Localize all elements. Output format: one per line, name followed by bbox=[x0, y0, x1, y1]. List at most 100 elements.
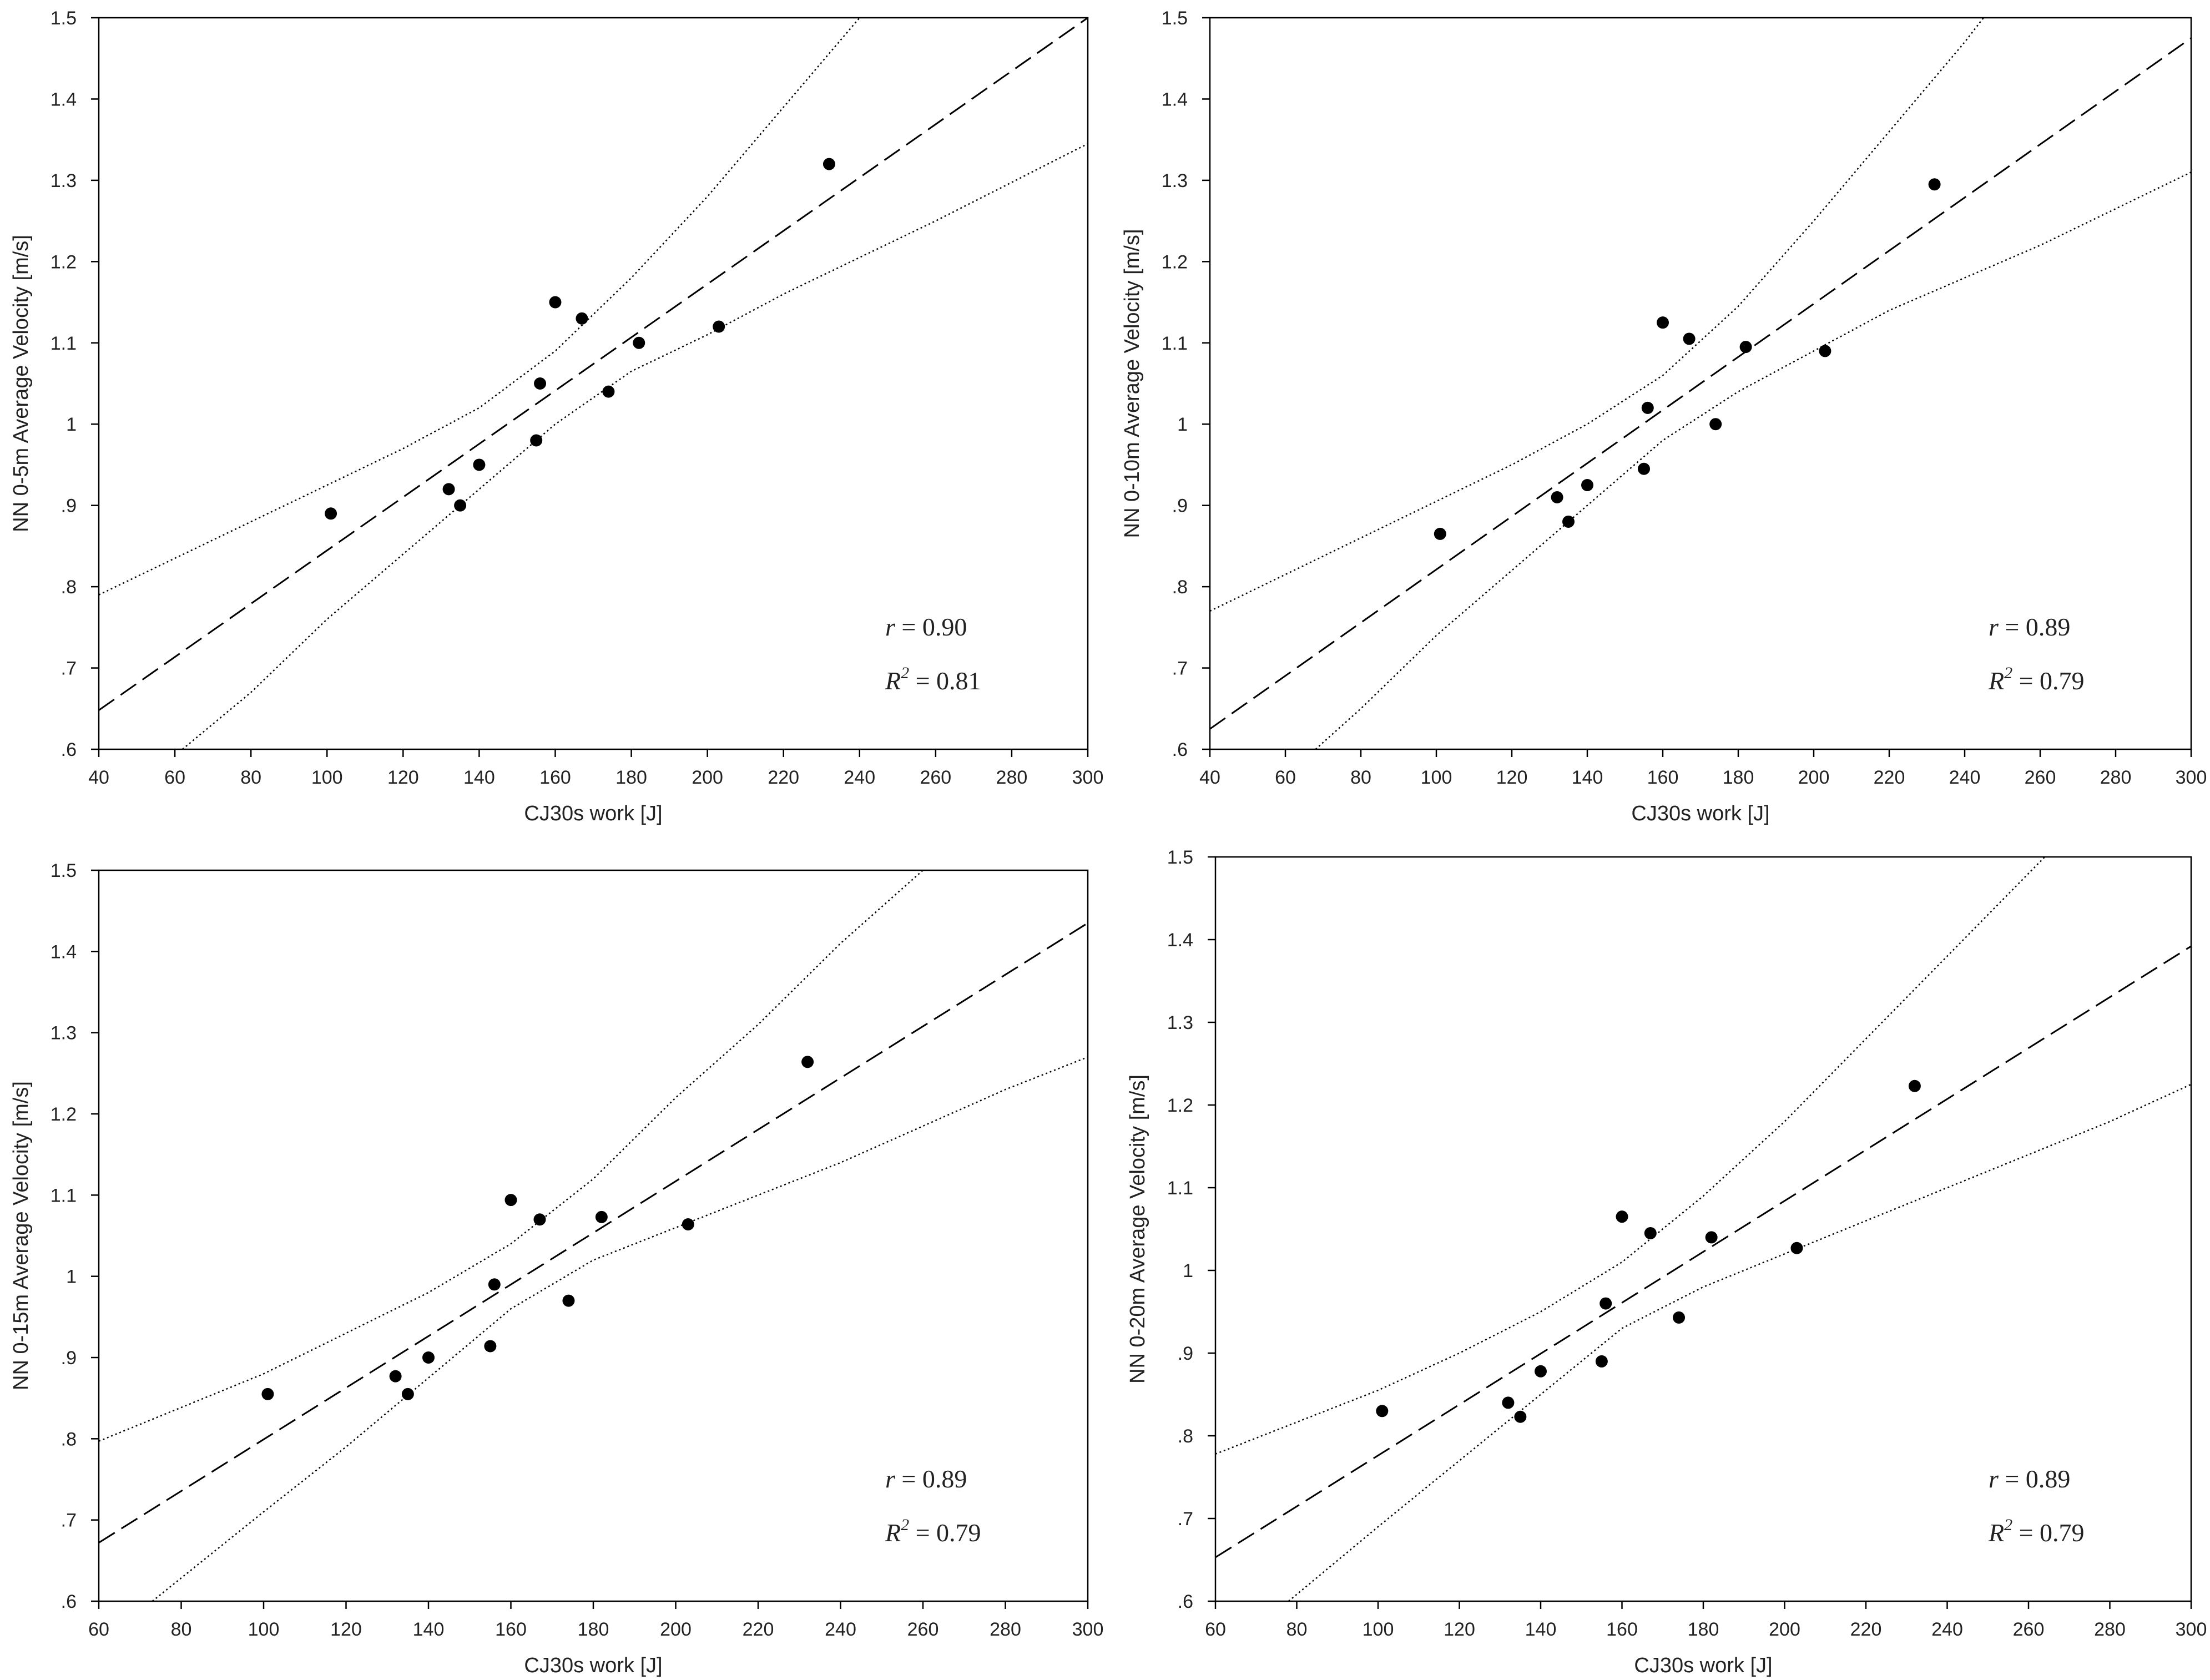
y-tick-label: 1.4 bbox=[51, 941, 77, 962]
y-tick-label: 1.5 bbox=[51, 8, 77, 29]
y-tick-label: 1.1 bbox=[51, 1185, 77, 1206]
x-tick-label: 80 bbox=[1350, 767, 1371, 788]
confidence-band-upper bbox=[99, 18, 861, 596]
x-tick-label: 40 bbox=[1199, 767, 1220, 788]
data-point bbox=[533, 1213, 546, 1226]
y-tick-label: 1.2 bbox=[51, 1104, 77, 1125]
data-point bbox=[1657, 316, 1669, 329]
x-tick-label: 260 bbox=[2025, 767, 2056, 788]
y-tick-label: .9 bbox=[61, 496, 77, 517]
x-axis-label: CJ30s work [J] bbox=[1631, 802, 1769, 825]
correlation-annotation: r = 0.89 bbox=[1989, 1465, 2070, 1493]
x-tick-label: 260 bbox=[920, 767, 951, 788]
y-tick-label: 1.5 bbox=[51, 860, 77, 881]
y-tick-label: .7 bbox=[61, 1510, 77, 1531]
y-tick-label: .9 bbox=[1178, 1343, 1193, 1364]
x-tick-label: 60 bbox=[164, 767, 185, 788]
data-point bbox=[401, 1388, 414, 1400]
x-tick-label: 40 bbox=[88, 767, 109, 788]
correlation-annotation: r = 0.90 bbox=[885, 613, 967, 641]
y-tick-label: .6 bbox=[61, 739, 77, 760]
y-axis-label: NN 0-10m Average Velocity [m/s] bbox=[1121, 229, 1144, 538]
x-tick-label: 120 bbox=[330, 1619, 362, 1640]
y-tick-label: .9 bbox=[1172, 496, 1188, 517]
y-tick-label: .9 bbox=[61, 1348, 77, 1369]
x-tick-label: 180 bbox=[1688, 1619, 1719, 1640]
data-point bbox=[454, 499, 467, 512]
y-tick-label: 1.5 bbox=[1167, 847, 1193, 868]
x-tick-label: 220 bbox=[743, 1619, 774, 1640]
x-tick-label: 180 bbox=[1723, 767, 1754, 788]
data-point bbox=[549, 296, 562, 309]
x-tick-label: 200 bbox=[1769, 1619, 1800, 1640]
x-tick-label: 240 bbox=[825, 1619, 856, 1640]
x-tick-label: 200 bbox=[692, 767, 723, 788]
x-tick-label: 260 bbox=[2013, 1619, 2045, 1640]
regression-line bbox=[1215, 945, 2191, 1558]
x-tick-label: 100 bbox=[311, 767, 343, 788]
y-tick-label: 1 bbox=[66, 414, 77, 435]
confidence-band-upper bbox=[1210, 18, 1985, 612]
data-point bbox=[473, 458, 486, 471]
x-tick-label: 80 bbox=[240, 767, 261, 788]
r-squared-annotation: R2 = 0.79 bbox=[885, 1516, 981, 1547]
x-tick-label: 300 bbox=[1072, 1619, 1104, 1640]
y-tick-label: .6 bbox=[1178, 1591, 1193, 1612]
x-tick-label: 220 bbox=[768, 767, 799, 788]
data-point bbox=[1790, 1242, 1803, 1254]
data-point bbox=[442, 483, 455, 496]
data-point bbox=[1819, 345, 1831, 357]
x-tick-label: 140 bbox=[413, 1619, 445, 1640]
x-tick-label: 80 bbox=[171, 1619, 192, 1640]
y-tick-label: 1.4 bbox=[1162, 89, 1188, 110]
y-tick-label: 1 bbox=[1183, 1260, 1193, 1282]
r-squared-annotation: R2 = 0.81 bbox=[885, 664, 981, 695]
y-tick-label: 1.4 bbox=[1167, 930, 1193, 951]
data-point bbox=[1673, 1311, 1686, 1324]
x-tick-label: 180 bbox=[578, 1619, 609, 1640]
y-tick-label: .8 bbox=[1178, 1426, 1193, 1447]
x-axis-label: CJ30s work [J] bbox=[524, 1654, 662, 1677]
data-point bbox=[633, 336, 645, 349]
data-point bbox=[1641, 401, 1654, 414]
y-tick-label: 1.2 bbox=[51, 251, 77, 273]
correlation-annotation: r = 0.89 bbox=[885, 1465, 967, 1493]
x-tick-label: 240 bbox=[1931, 1619, 1963, 1640]
x-tick-label: 100 bbox=[1421, 767, 1452, 788]
y-tick-label: .8 bbox=[61, 577, 77, 598]
x-tick-label: 280 bbox=[990, 1619, 1021, 1640]
chart-panel-1: 40 60 80 100 120 140 160 180 200 220 240 260 280 300.… bbox=[9, 8, 1103, 825]
y-tick-label: .8 bbox=[1172, 577, 1188, 598]
x-tick-label: 160 bbox=[1606, 1619, 1638, 1640]
data-point bbox=[1644, 1227, 1657, 1239]
data-point bbox=[1502, 1396, 1515, 1409]
x-tick-label: 300 bbox=[2176, 767, 2207, 788]
x-tick-label: 120 bbox=[387, 767, 419, 788]
x-tick-label: 120 bbox=[1496, 767, 1528, 788]
y-tick-label: 1.2 bbox=[1167, 1095, 1193, 1116]
confidence-band-lower bbox=[1315, 171, 2191, 749]
data-point bbox=[1562, 515, 1575, 528]
y-tick-label: 1 bbox=[1177, 414, 1188, 435]
x-tick-label: 280 bbox=[996, 767, 1028, 788]
data-point bbox=[823, 158, 835, 170]
y-axis-label: NN 0-20m Average Velocity [m/s] bbox=[1126, 1074, 1149, 1384]
x-tick-label: 60 bbox=[1275, 767, 1296, 788]
y-tick-label: 1.1 bbox=[1167, 1178, 1193, 1199]
x-tick-label: 240 bbox=[1949, 767, 1981, 788]
x-tick-label: 280 bbox=[2094, 1619, 2126, 1640]
data-point bbox=[488, 1278, 501, 1291]
regression-line bbox=[99, 18, 1088, 711]
y-tick-label: 1.5 bbox=[1162, 8, 1188, 29]
data-point bbox=[562, 1294, 575, 1307]
data-point bbox=[325, 507, 337, 520]
x-tick-label: 280 bbox=[2100, 767, 2132, 788]
x-tick-label: 80 bbox=[1286, 1619, 1308, 1640]
correlation-annotation: r = 0.89 bbox=[1989, 613, 2070, 641]
data-point bbox=[1638, 462, 1650, 475]
data-point bbox=[1581, 479, 1593, 492]
y-tick-label: .6 bbox=[1172, 739, 1188, 760]
x-tick-label: 60 bbox=[88, 1619, 109, 1640]
y-tick-label: 1.3 bbox=[51, 170, 77, 191]
